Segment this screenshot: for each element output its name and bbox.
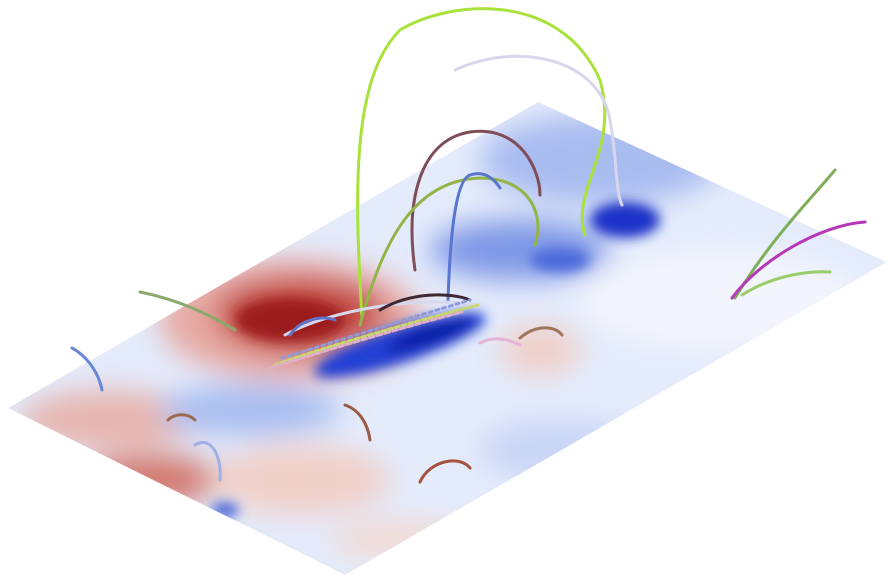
field-lines [70,7,867,484]
magnetogram [8,102,887,575]
